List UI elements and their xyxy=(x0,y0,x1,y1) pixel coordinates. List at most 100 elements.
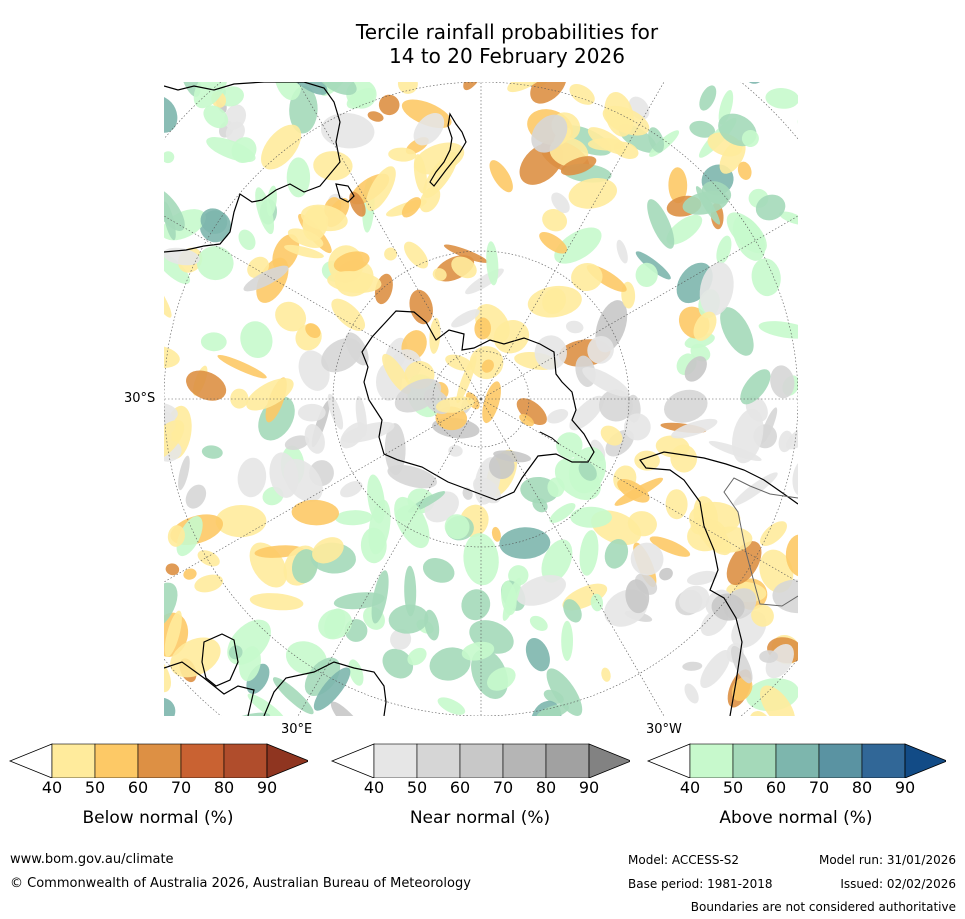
probability-patch xyxy=(346,88,376,109)
probability-patch xyxy=(183,568,197,580)
probability-patch xyxy=(569,83,595,105)
colorbar-ticks: 40 50 60 70 80 90 xyxy=(646,778,946,800)
probability-patch xyxy=(700,649,731,689)
probability-patch xyxy=(203,105,229,129)
probability-patch xyxy=(327,393,344,430)
probability-patch xyxy=(720,307,754,356)
probability-patch xyxy=(291,549,318,584)
probability-patch xyxy=(601,667,611,682)
graticule xyxy=(164,82,798,716)
title-line-1: Tercile rainfall probabilities for xyxy=(355,20,659,44)
probability-patch xyxy=(489,160,513,193)
probability-patch xyxy=(755,194,786,221)
colorbar-tick-label: 90 xyxy=(578,778,600,797)
colorbar-segment xyxy=(373,743,418,778)
probability-patch xyxy=(486,241,499,286)
colorbar-over-arrow xyxy=(588,743,630,778)
south-america-coastline xyxy=(639,451,798,716)
new-zealand xyxy=(429,112,467,187)
legend-title-above-normal: Above normal (%) xyxy=(719,808,873,828)
probability-patch xyxy=(486,667,516,691)
probability-patch xyxy=(384,247,398,261)
probability-patch xyxy=(451,256,477,279)
probability-patch xyxy=(539,231,568,254)
probability-patch xyxy=(501,580,517,616)
probability-patch xyxy=(770,365,795,399)
probability-patch xyxy=(320,82,350,96)
probability-patch xyxy=(367,111,384,122)
probability-patch xyxy=(778,211,798,225)
longitude-label-30e: 30°E xyxy=(281,722,313,737)
colorbar-tick-label: 70 xyxy=(170,778,192,797)
probability-patch xyxy=(647,199,675,249)
probability-patch xyxy=(718,89,734,125)
probability-patches xyxy=(164,82,798,716)
probability-patch xyxy=(541,539,573,583)
probability-patch xyxy=(371,570,389,624)
probability-patch xyxy=(286,157,311,198)
probability-patch xyxy=(731,408,764,464)
probability-patch xyxy=(164,419,185,461)
probability-patch xyxy=(261,124,302,170)
probability-patch xyxy=(671,418,718,439)
probability-patch xyxy=(649,536,691,557)
probability-patch xyxy=(200,208,228,234)
colorbar-under-arrow xyxy=(330,743,375,778)
probability-patch xyxy=(630,542,664,576)
probability-patch xyxy=(740,369,771,405)
probability-patch xyxy=(164,273,172,318)
probability-patch xyxy=(422,152,458,198)
probability-patch xyxy=(534,335,568,370)
footer-issued: Issued: 02/02/2026 xyxy=(840,877,956,891)
probability-patch xyxy=(348,659,364,686)
colorbar-segment xyxy=(137,743,182,778)
colorbar-tick-label: 90 xyxy=(894,778,916,797)
longitude-label-30w: 30°W xyxy=(646,722,682,737)
latitude-label-30s: 30°S xyxy=(124,391,156,406)
probability-patch xyxy=(407,647,427,666)
probability-patch xyxy=(284,244,324,259)
probability-patch xyxy=(456,355,477,404)
probability-patch xyxy=(269,452,299,498)
probability-patch xyxy=(546,668,583,716)
probability-patch xyxy=(571,262,603,292)
probability-patch xyxy=(384,423,406,476)
map-title: Tercile rainfall probabilities for 14 to… xyxy=(0,20,965,68)
probability-patch xyxy=(390,628,412,650)
colorbar-tick-label: 70 xyxy=(808,778,830,797)
probability-patch xyxy=(422,558,455,583)
colorbar-over-arrow xyxy=(904,743,946,778)
probability-patch xyxy=(519,413,534,427)
colorbar-above-normal xyxy=(646,743,946,778)
probability-patch xyxy=(300,204,348,232)
probability-patch xyxy=(716,235,732,265)
probability-patch xyxy=(444,514,470,540)
probability-patch xyxy=(549,503,576,523)
probability-patch xyxy=(305,323,321,339)
colorbar-segment xyxy=(416,743,461,778)
probability-patch xyxy=(690,343,711,362)
colorbar-ticks: 40 50 60 70 80 90 xyxy=(330,778,630,800)
probability-patch xyxy=(388,147,417,162)
colorbar-segment xyxy=(223,743,268,778)
probability-patch xyxy=(760,407,778,444)
probability-patch xyxy=(272,677,314,715)
probability-patch xyxy=(164,151,175,164)
probability-patch xyxy=(432,268,447,281)
colorbar-near-normal xyxy=(330,743,630,778)
antarctica-coastline xyxy=(361,310,595,501)
colorbar-over-arrow xyxy=(266,743,308,778)
probability-patch xyxy=(388,604,429,634)
colorbar-tick-label: 60 xyxy=(127,778,149,797)
probability-patch xyxy=(741,130,759,147)
probability-patch xyxy=(726,541,762,586)
probability-patch xyxy=(554,227,602,264)
legend-above-normal: 40 50 60 70 80 90 Above normal (%) xyxy=(646,742,946,828)
footer-url: www.bom.gov.au/climate xyxy=(10,852,174,867)
probability-patch xyxy=(170,637,221,678)
probability-patch xyxy=(321,338,362,373)
probability-patch xyxy=(287,228,324,248)
colorbar-segment xyxy=(689,743,734,778)
probability-patch xyxy=(481,359,494,373)
probability-patch xyxy=(565,320,584,334)
